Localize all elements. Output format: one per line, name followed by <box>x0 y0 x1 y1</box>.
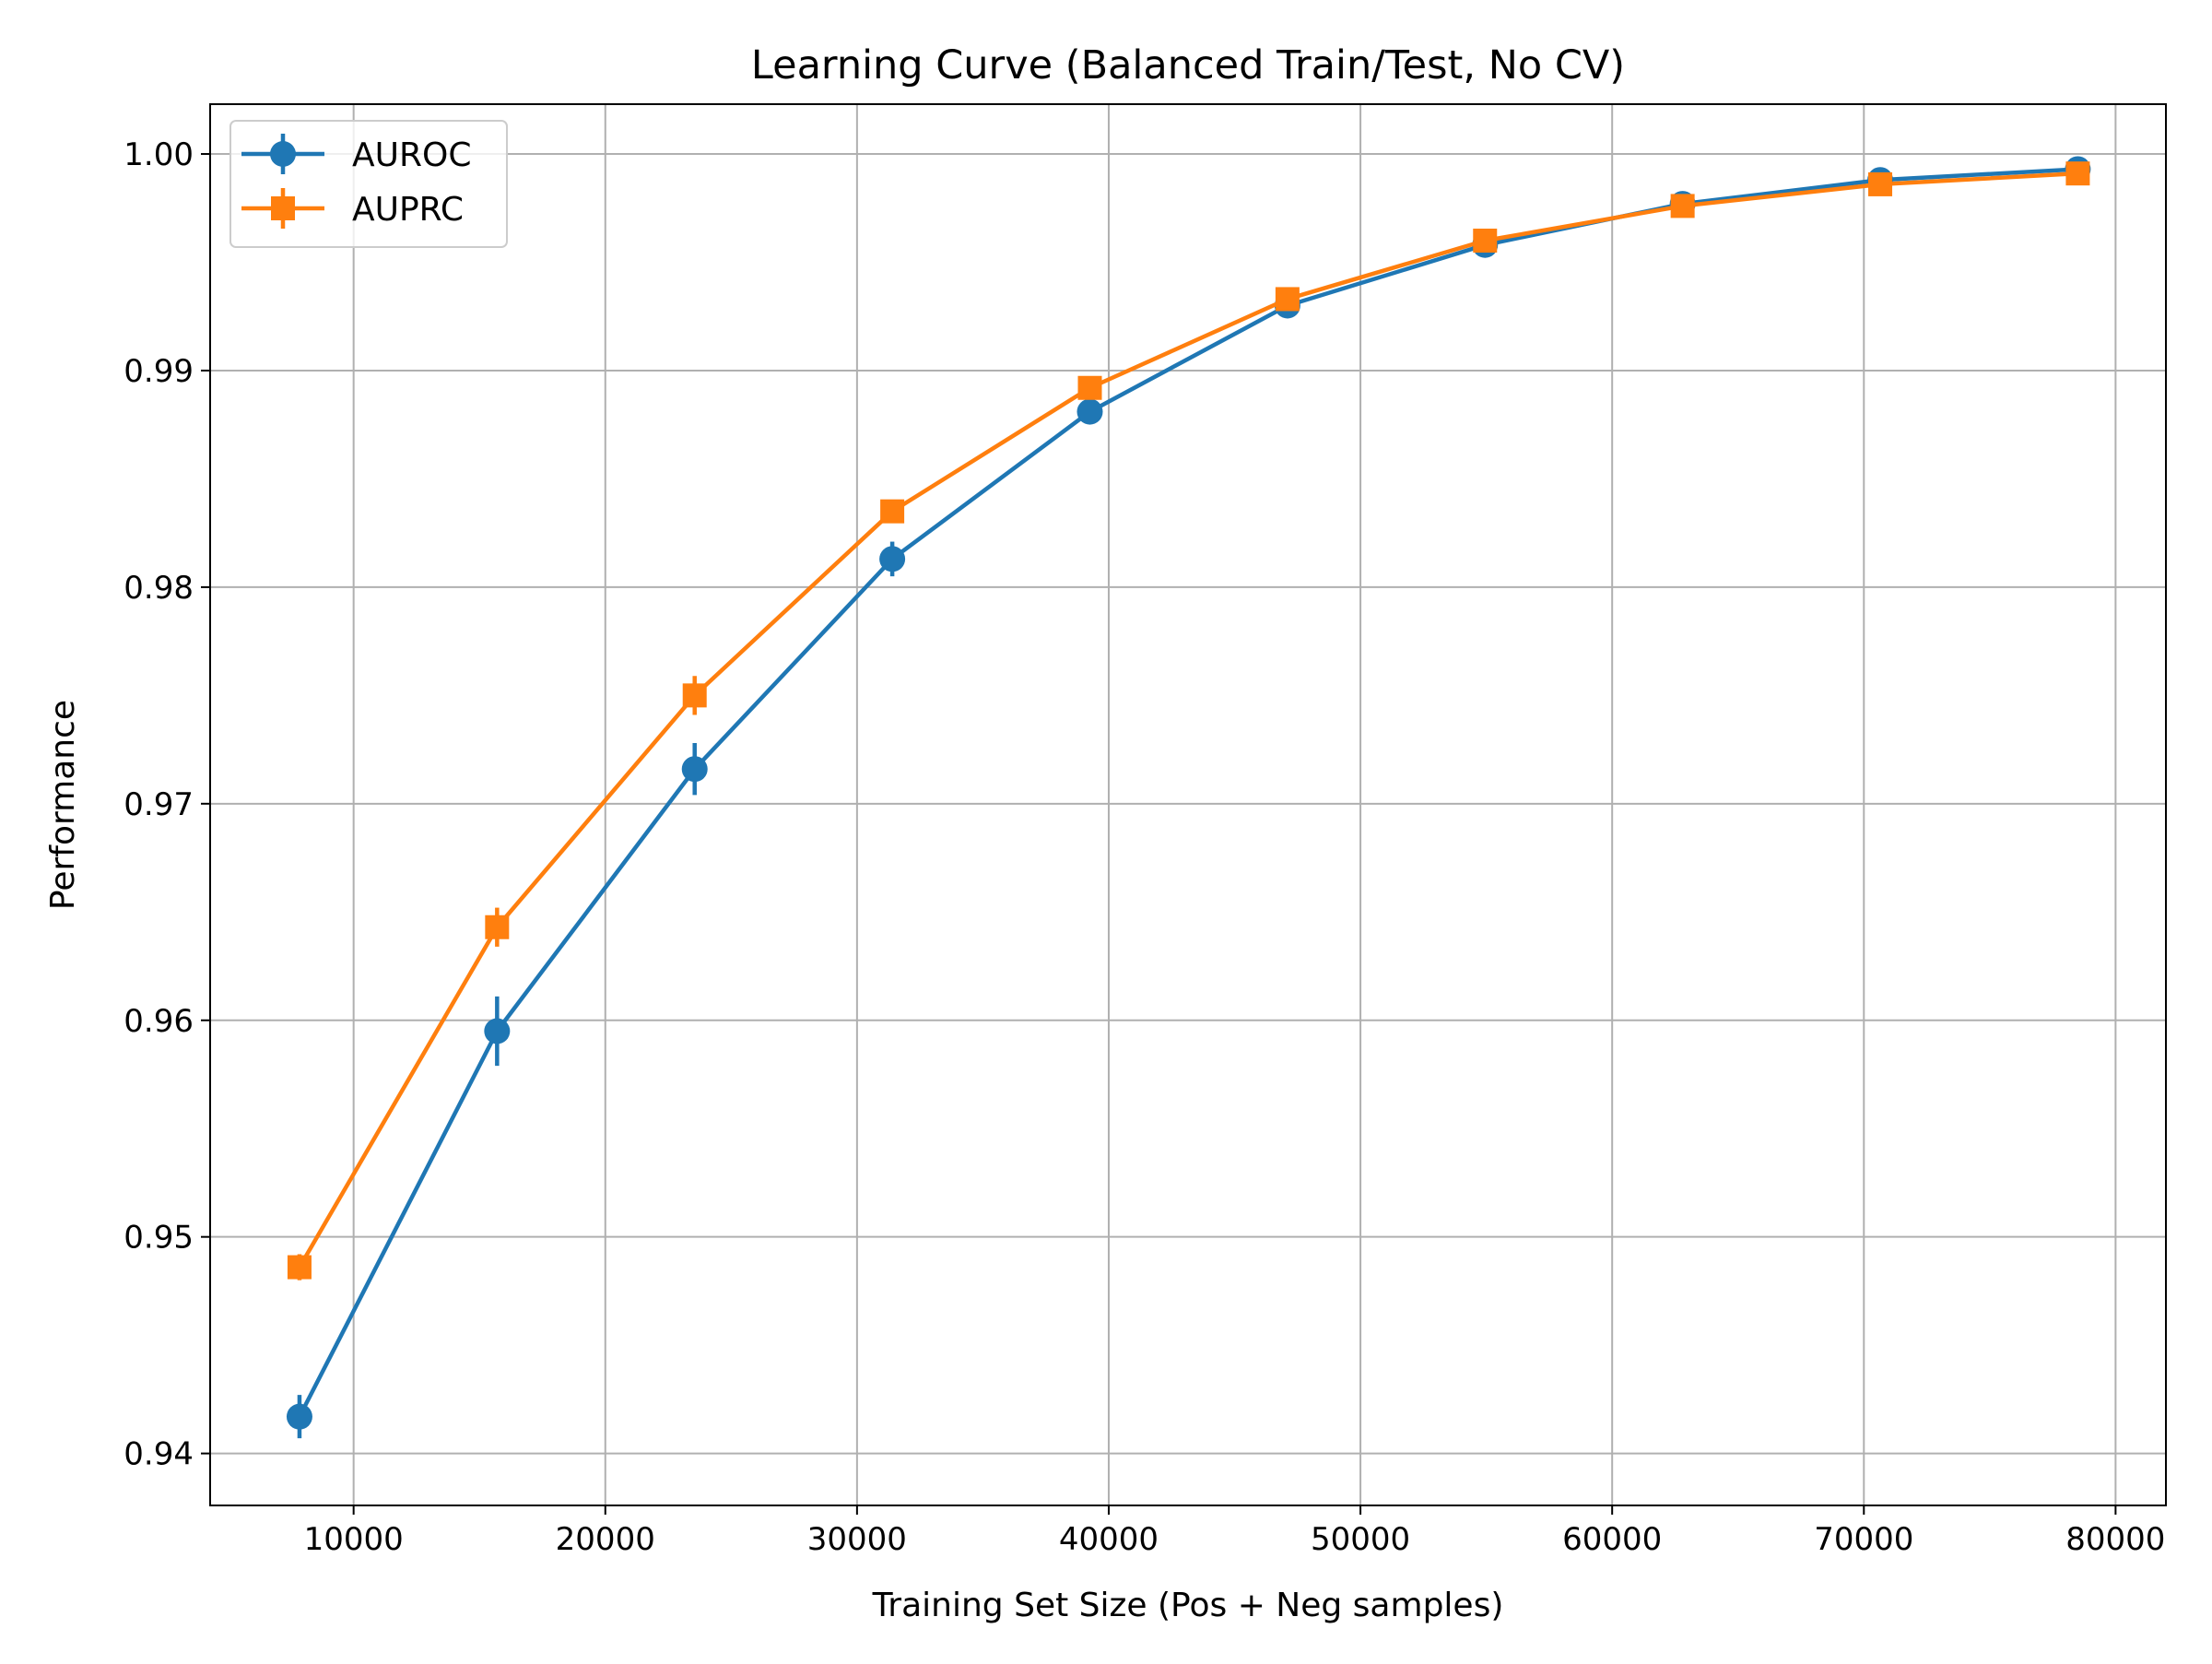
data-point-auroc <box>1077 398 1103 425</box>
x-tick-label: 80000 <box>2065 1521 2165 1558</box>
legend: AUROC AUPRC <box>229 120 508 248</box>
data-point-auprc <box>682 683 707 708</box>
series-auprc <box>287 161 2090 1280</box>
x-tick-label: 40000 <box>1059 1521 1159 1558</box>
y-tick-label: 0.96 <box>124 1003 194 1040</box>
data-point-auprc <box>2065 161 2090 186</box>
y-tick-label: 0.98 <box>124 570 194 607</box>
series-line-auroc <box>297 167 2078 1418</box>
grid <box>210 104 2166 1505</box>
x-tick-label: 10000 <box>304 1521 404 1558</box>
plot-frame <box>209 103 2167 1506</box>
x-tick-label: 70000 <box>1814 1521 1913 1558</box>
y-tick-label: 0.95 <box>124 1220 194 1257</box>
legend-entry-auroc: AUROC <box>241 134 471 174</box>
data-point-auprc <box>485 915 510 939</box>
chart-title: Learning Curve (Balanced Train/Test, No … <box>751 42 1625 89</box>
x-tick-label: 60000 <box>1562 1521 1662 1558</box>
data-point-auprc <box>880 499 905 524</box>
legend-marker-auroc <box>270 141 296 167</box>
x-tick-label: 20000 <box>556 1521 655 1558</box>
y-tick-label: 0.94 <box>124 1436 194 1473</box>
tick-layer: 10000 20000 30000 40000 50000 60000 70000 80000… <box>124 136 2165 1558</box>
legend-label-auroc: AUROC <box>352 136 471 174</box>
y-axis-label: Performance <box>44 700 82 910</box>
x-tick-label: 30000 <box>807 1521 907 1558</box>
y-tick-label: 0.99 <box>124 353 194 390</box>
legend-label-auprc: AUPRC <box>352 191 464 229</box>
data-point-auprc <box>1275 287 1300 312</box>
legend-entry-auprc: AUPRC <box>241 188 464 229</box>
x-tick-label: 50000 <box>1311 1521 1410 1558</box>
series-layer <box>286 156 2091 1439</box>
x-axis-label: Training Set Size (Pos + Neg samples) <box>872 1587 1504 1624</box>
data-point-auprc <box>1077 375 1102 400</box>
data-point-auprc <box>1868 171 1893 196</box>
data-point-auroc <box>286 1403 312 1430</box>
data-point-auprc <box>1670 194 1695 218</box>
y-tick-label: 0.97 <box>124 786 194 823</box>
data-point-auroc <box>681 756 708 783</box>
data-point-auprc <box>287 1255 312 1280</box>
series-line-auprc <box>298 171 2078 1269</box>
data-point-auroc <box>879 546 906 572</box>
y-tick-label: 1.00 <box>124 136 194 173</box>
data-point-auprc <box>1473 229 1498 254</box>
data-point-auroc <box>484 1018 511 1044</box>
legend-marker-auprc <box>271 196 295 220</box>
